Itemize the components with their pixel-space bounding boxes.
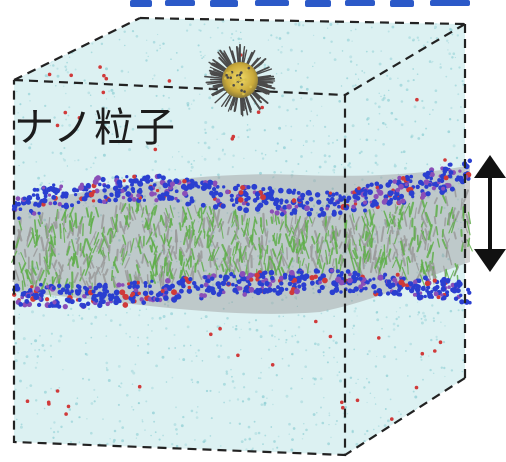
lipid-headgroups	[11, 158, 473, 310]
ion	[55, 389, 60, 393]
ion	[47, 72, 52, 77]
ion	[25, 399, 30, 404]
nanoparticle-label: ナノ粒子	[14, 105, 176, 151]
ion	[153, 147, 158, 152]
ion	[137, 384, 142, 389]
simulation-box-edges	[12, 16, 467, 457]
ion	[236, 353, 240, 358]
ion	[69, 73, 73, 78]
ion	[66, 404, 71, 409]
ion	[390, 417, 394, 421]
ion	[77, 116, 82, 120]
ion	[443, 158, 447, 162]
ion	[414, 385, 419, 390]
ion	[340, 400, 344, 405]
ion	[260, 105, 265, 110]
lipid-tails	[11, 188, 473, 297]
ion	[420, 351, 425, 356]
ion	[102, 73, 106, 78]
nanoparticle	[204, 43, 276, 117]
header-fragment	[130, 0, 470, 7]
thickness-arrow-icon	[474, 155, 506, 272]
ion	[341, 405, 345, 410]
ion	[230, 137, 235, 141]
ion	[413, 427, 418, 432]
ion	[270, 363, 275, 367]
ion	[104, 76, 109, 81]
ion	[98, 65, 102, 69]
ion	[355, 398, 360, 403]
ion	[314, 319, 318, 324]
ion	[256, 110, 261, 114]
ion	[167, 79, 172, 83]
ion	[64, 412, 68, 416]
ion	[47, 402, 51, 406]
ion	[218, 326, 222, 331]
ion	[433, 349, 437, 353]
ion	[415, 97, 419, 102]
lipid-bilayer	[11, 158, 473, 314]
ion	[377, 336, 381, 340]
ion	[209, 332, 213, 337]
ion-particles	[25, 53, 447, 432]
ion	[55, 123, 60, 128]
ion	[438, 340, 443, 345]
ion	[328, 334, 333, 339]
ion	[63, 110, 68, 115]
ion	[101, 90, 106, 95]
